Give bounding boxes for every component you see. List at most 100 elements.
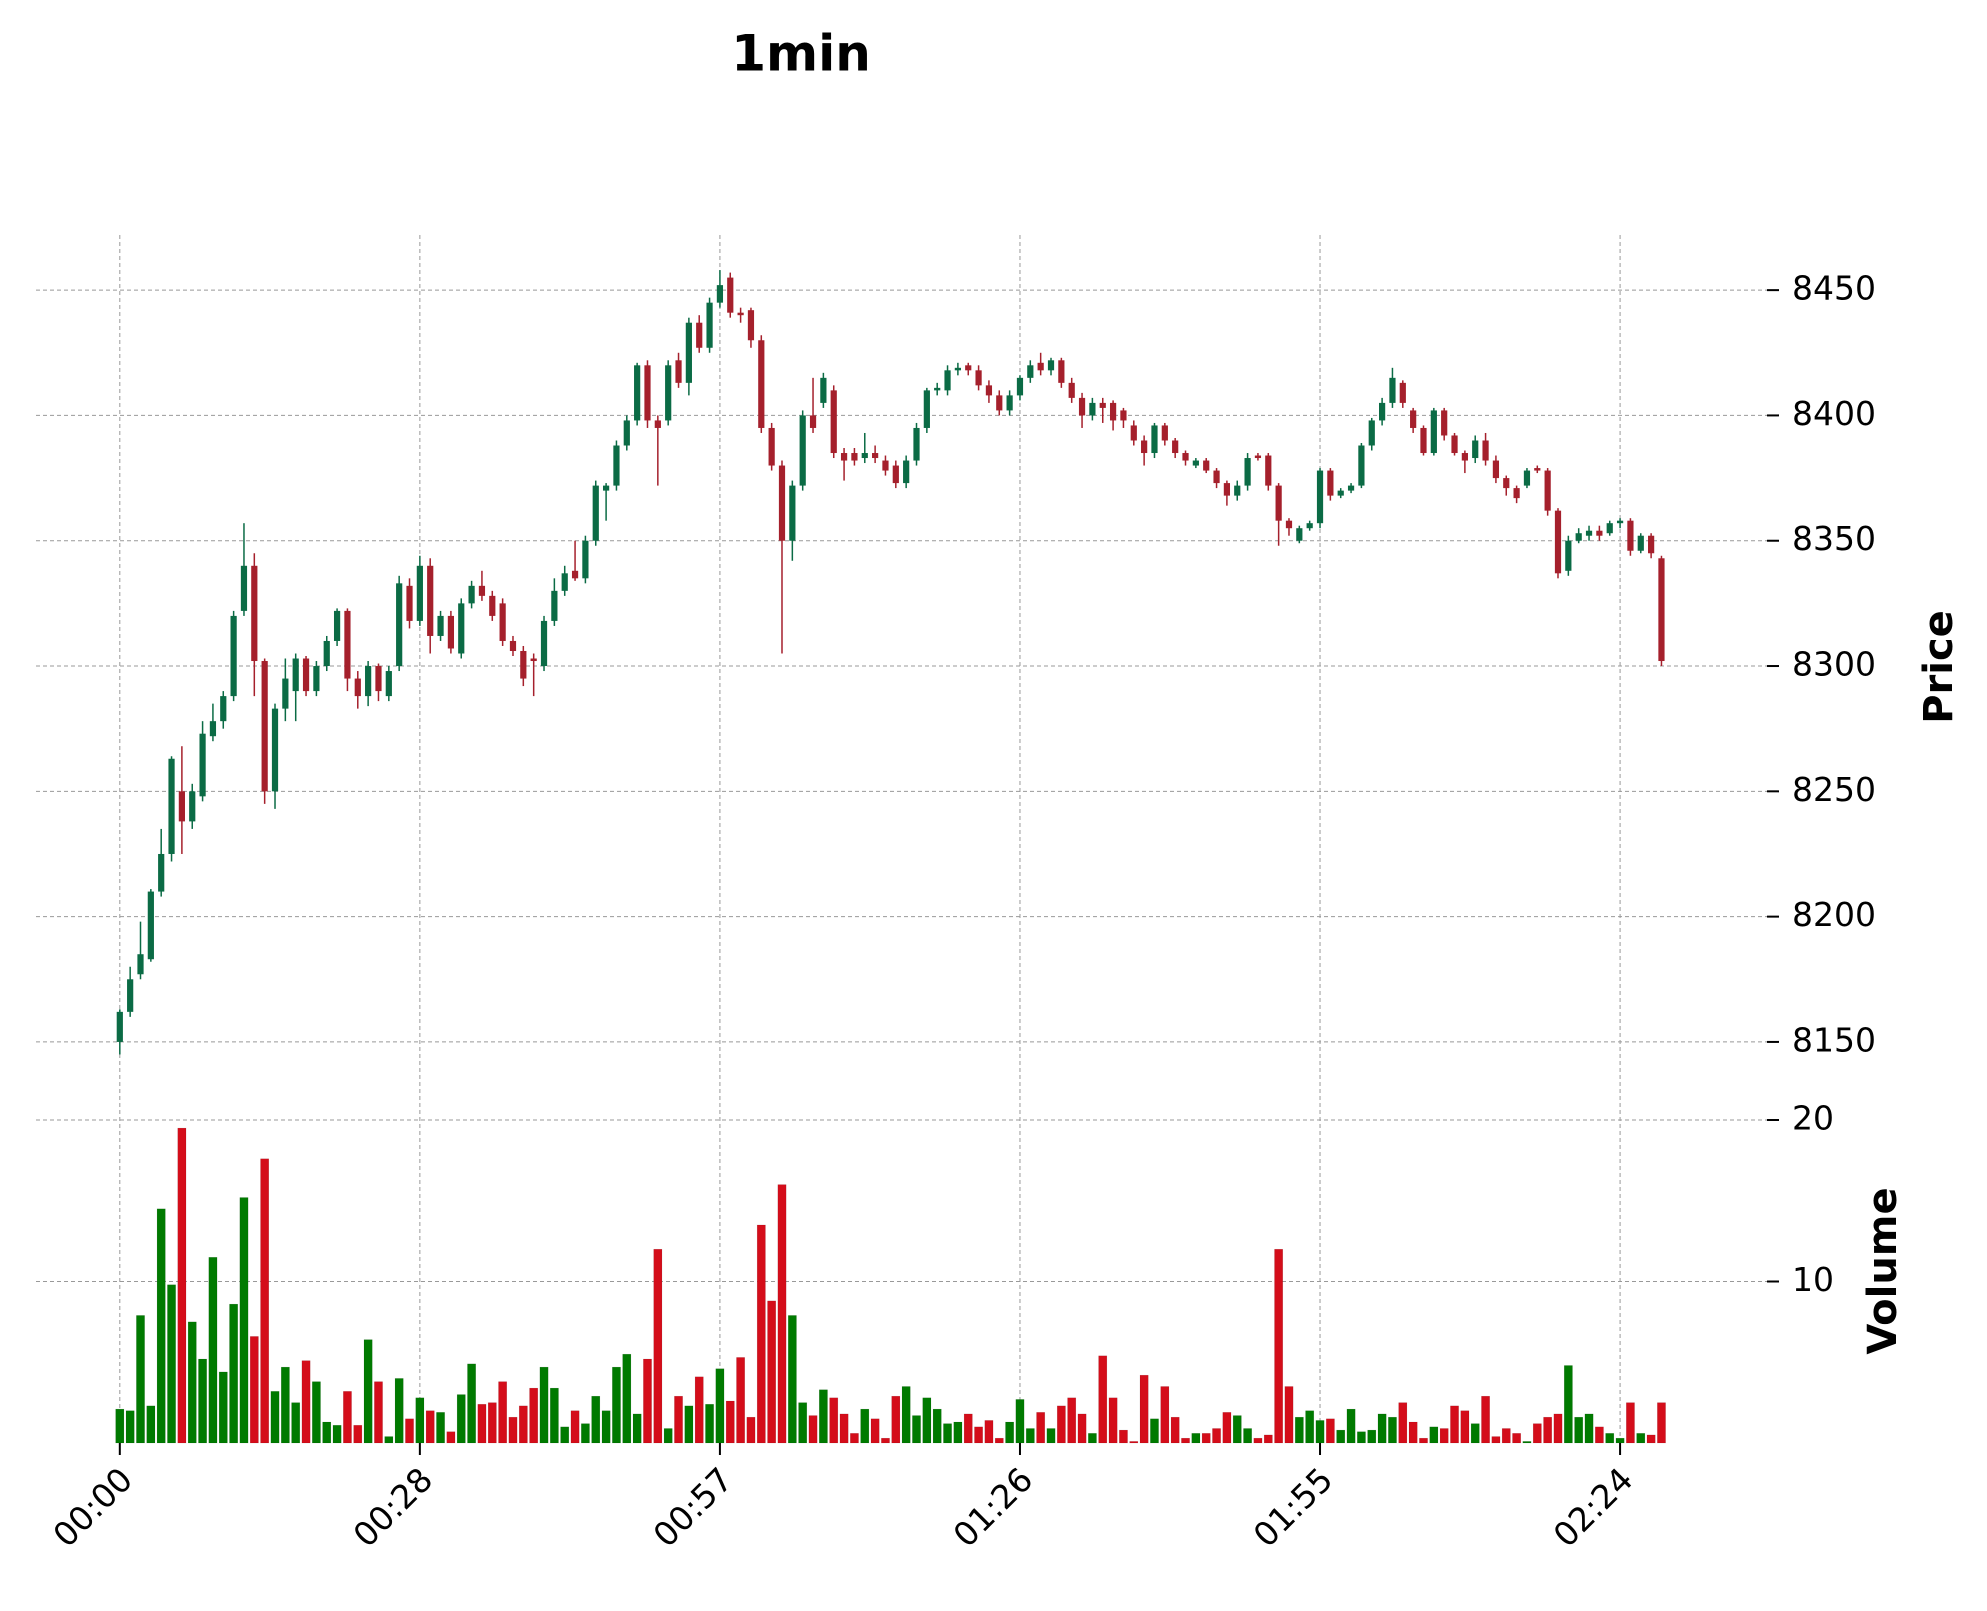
volume-bar	[974, 1426, 983, 1444]
volume-bar	[1605, 1433, 1615, 1444]
candle-body	[137, 954, 144, 975]
volume-bar	[177, 1127, 187, 1444]
volume-bar	[1098, 1355, 1108, 1444]
volume-bar	[622, 1353, 632, 1444]
candle-body	[923, 390, 930, 428]
candle-body	[851, 453, 858, 461]
volume-bar	[1222, 1412, 1232, 1444]
candle-body	[1058, 360, 1065, 383]
candle-body	[1109, 402, 1117, 421]
candle-body	[509, 640, 517, 651]
candle-body	[1203, 460, 1210, 471]
volume-bar	[1377, 1413, 1387, 1444]
candle-body	[251, 565, 258, 662]
volume-bar	[1036, 1412, 1046, 1444]
candle-body	[1461, 453, 1468, 461]
candle-body	[416, 565, 423, 621]
candle-body	[323, 640, 330, 667]
candle-body	[903, 460, 910, 484]
volume-bar	[1470, 1423, 1480, 1444]
volume-bar	[943, 1423, 952, 1444]
candle-body	[561, 573, 568, 591]
volume-bar	[1419, 1437, 1428, 1444]
volume-bar	[125, 1410, 135, 1444]
x-tick-label: 01:26	[946, 1460, 1041, 1555]
candle-body	[1161, 425, 1168, 441]
volume-bar	[581, 1423, 590, 1444]
candle-body	[602, 485, 610, 491]
volume-bar	[891, 1395, 901, 1444]
candle-body	[1523, 470, 1531, 486]
volume-bar	[156, 1208, 166, 1444]
volume-bar	[1553, 1413, 1563, 1444]
candle-body	[706, 302, 713, 348]
volume-bar	[332, 1424, 342, 1444]
candle-body	[747, 310, 755, 341]
volume-bar	[674, 1395, 683, 1444]
volume-bar	[260, 1158, 270, 1444]
candle-body	[406, 585, 413, 621]
candle-body	[1368, 420, 1375, 446]
candle-body	[985, 385, 993, 396]
candle-body	[840, 453, 848, 461]
candle-body	[1078, 397, 1086, 416]
volume-bar	[1408, 1421, 1418, 1444]
volume-bar	[1336, 1429, 1346, 1444]
candle-body	[1410, 410, 1417, 428]
volume-bar	[218, 1371, 228, 1444]
volume-bar	[922, 1397, 932, 1444]
volume-bar	[456, 1394, 466, 1444]
volume-bar	[1626, 1402, 1635, 1444]
volume-bar	[1543, 1416, 1553, 1444]
volume-bar	[736, 1357, 745, 1444]
candle-body	[396, 583, 403, 667]
candle-body	[1575, 533, 1582, 541]
volume-bar	[653, 1248, 663, 1444]
volume-axis-label: Volume	[1860, 1187, 1906, 1354]
candle-body	[716, 285, 724, 303]
candle-body	[1544, 470, 1551, 511]
candle-body	[1596, 530, 1603, 536]
x-tick-label: 02:24	[1546, 1460, 1641, 1555]
candle-body	[1213, 470, 1220, 484]
volume-bar	[767, 1300, 777, 1444]
x-tick-label: 01:55	[1246, 1460, 1341, 1555]
candle-body	[778, 465, 786, 541]
volume-bar	[301, 1360, 311, 1444]
candle-body	[437, 615, 444, 636]
volume-bar	[291, 1402, 301, 1444]
volume-bar	[529, 1387, 539, 1444]
candle-body	[1275, 485, 1282, 521]
candle-body	[551, 590, 558, 621]
volume-bar	[1491, 1436, 1501, 1444]
candle-body	[799, 415, 806, 486]
candle-body	[447, 615, 455, 649]
candle-body	[975, 370, 982, 386]
candle-body	[220, 696, 227, 722]
candle-body	[147, 891, 154, 960]
candle-body	[1130, 425, 1137, 441]
volume-bar	[1077, 1413, 1087, 1444]
candle-body	[240, 565, 248, 611]
candle-body	[354, 678, 361, 697]
volume-bar	[901, 1386, 911, 1444]
candle-body	[385, 671, 392, 697]
candle-body	[209, 721, 217, 737]
volume-bar	[229, 1303, 239, 1444]
candle-body	[1265, 455, 1272, 486]
y-tick-label: 8400	[1792, 394, 1876, 433]
volume-bar	[1429, 1426, 1439, 1444]
candle-body	[178, 791, 185, 822]
candle-body	[1316, 470, 1324, 524]
volume-bar	[963, 1413, 973, 1444]
candle-body	[1285, 520, 1293, 529]
candle-body	[1337, 490, 1344, 496]
candle-body	[365, 666, 372, 697]
volume-bar	[756, 1224, 766, 1444]
candle-body	[1234, 485, 1241, 496]
candle-body	[1037, 362, 1044, 371]
candle-body	[1192, 460, 1199, 466]
volume-bar	[1315, 1420, 1325, 1444]
volume-bar	[1481, 1395, 1490, 1444]
candle-body	[768, 427, 775, 466]
